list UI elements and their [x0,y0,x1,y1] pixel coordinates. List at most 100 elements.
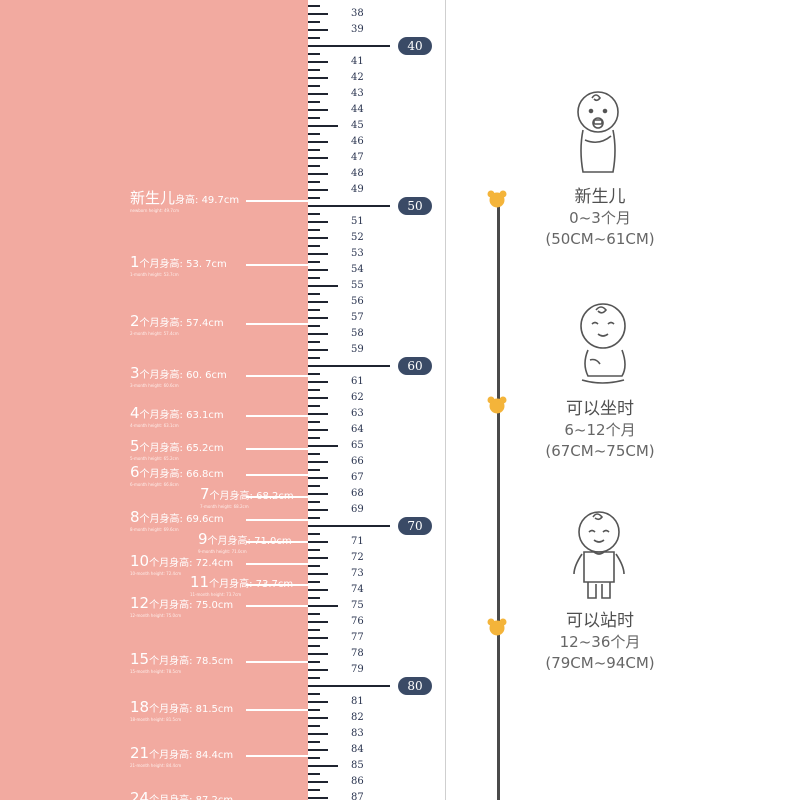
ruler-number: 61 [351,376,364,387]
milestone-age: 6 [130,462,140,481]
ruler-tick [308,157,328,159]
milestone-marker-line [246,755,308,758]
milestone-age: 18 [130,698,150,716]
ruler-number: 86 [351,776,364,787]
ruler-number: 42 [351,72,364,83]
ruler-tick [308,405,320,407]
ruler-tick [308,149,320,151]
ruler-tick [308,701,328,703]
ruler-tick [308,77,328,79]
ruler-tick [308,173,328,175]
ruler-number: 76 [351,616,364,627]
ruler-tick [308,557,328,559]
ruler-tick [308,477,328,479]
milestone-height: 个月身高: 66.8cm [139,468,224,480]
ruler-number: 59 [351,344,364,355]
ruler-tick [308,469,320,471]
ruler-tick [308,733,328,735]
milestone-english: 2-month height: 57.4cm [130,331,179,337]
ruler-number: 87 [351,792,364,803]
ruler-tick [308,221,328,223]
ruler-tick [308,101,320,103]
milestone-marker-line [246,563,308,566]
milestone-13: 15个月身高: 78.5cm 15-month height: 78.5cm [130,652,233,675]
milestone-english: 15-month height: 78.5cm [130,669,182,674]
ruler-tick [308,533,320,535]
milestone-age: 9 [198,530,208,548]
milestone-marker-line [246,414,308,417]
ruler-number: 63 [351,408,364,419]
milestone-english: 8-month height: 69.6cm [130,526,179,532]
milestone-height: 个月身高: 72.4cm [149,558,234,570]
ruler-tick [308,749,328,751]
milestone-marker-line [246,518,308,521]
milestone-age: 2 [130,312,140,331]
ruler-number: 67 [351,472,364,483]
milestone-marker-line [246,584,308,587]
ruler-tick [308,373,320,375]
major-tick-label: 40 [398,37,432,55]
ruler-number: 43 [351,88,364,99]
ruler-number: 55 [351,280,364,291]
stage-cm-range: (79CM~94CM) [545,654,655,672]
milestone-height: 个月身高: 84.4cm [149,750,234,762]
ruler-tick [308,269,328,271]
milestone-age: 4 [130,403,140,422]
ruler-number: 79 [351,664,364,675]
ruler-number: 49 [351,184,364,195]
ruler-number: 84 [351,744,364,755]
ruler-tick [308,717,328,719]
ruler-number: 85 [351,760,364,771]
ruler-tick [308,493,328,495]
ruler-tick [308,437,320,439]
major-tick [308,45,390,47]
milestone-english: 11-month height: 73.7cm [190,592,242,598]
swaddled-baby-icon [577,91,619,173]
ruler-number: 48 [351,168,364,179]
milestone-height: 个月身高: 60. 6cm [139,369,227,381]
ruler-number: 52 [351,232,364,243]
ruler-tick [308,661,320,663]
milestone-age: 24 [130,789,150,808]
ruler-tick [308,341,320,343]
milestone-height: 个月身高: 81.5cm [149,704,234,715]
milestone-marker-line [246,496,308,499]
milestone-english: 12-month height: 75.0cm [130,613,182,618]
ruler-number: 39 [351,24,364,35]
ruler-tick [308,789,320,791]
ruler-tick [308,285,338,287]
milestone-height: 个月身高: 63.1cm [139,409,224,421]
ruler-number: 57 [351,312,364,323]
milestone-age: 8 [130,507,140,526]
ruler-tick [308,357,320,359]
milestone-9: 9个月身高: 71.0cm9-month height: 71.0cm [198,530,292,555]
ruler-number: 53 [351,248,364,259]
ruler-tick [308,509,328,511]
ruler-number: 68 [351,488,364,499]
ruler-tick [308,53,320,55]
milestone-15: 21个月身高: 84.4cm 21-month height: 84.4cm [130,746,234,769]
milestone-6: 6个月身高: 66.8cm 6-month height: 66.8cm [130,462,224,487]
growth-timeline [497,198,500,800]
ruler-number: 72 [351,552,364,563]
ruler-tick [308,629,320,631]
height-ruler [308,0,446,800]
milestone-marker-line [246,374,308,377]
ruler-tick [308,709,320,711]
ruler-tick [308,325,320,327]
ruler-tick [308,141,328,143]
ruler-tick [308,37,320,39]
milestone-marker-line [246,661,308,663]
milestone-height: 身高: 49.7cm [175,195,240,207]
milestone-marker-line [246,473,308,476]
major-tick-label: 80 [398,677,432,695]
major-tick-label: 70 [398,517,432,535]
ruler-tick [308,165,320,167]
stage-months: 6~12个月 [564,421,636,439]
ruler-tick [308,69,320,71]
milestone-10: 10个月身高: 72.4cm 10-month height: 72.4cm [130,554,234,577]
milestone-0: 新生儿身高: 49.7cm newborn height: 49.7cm [130,191,240,214]
ruler-tick [308,21,320,23]
ruler-tick [308,669,328,671]
